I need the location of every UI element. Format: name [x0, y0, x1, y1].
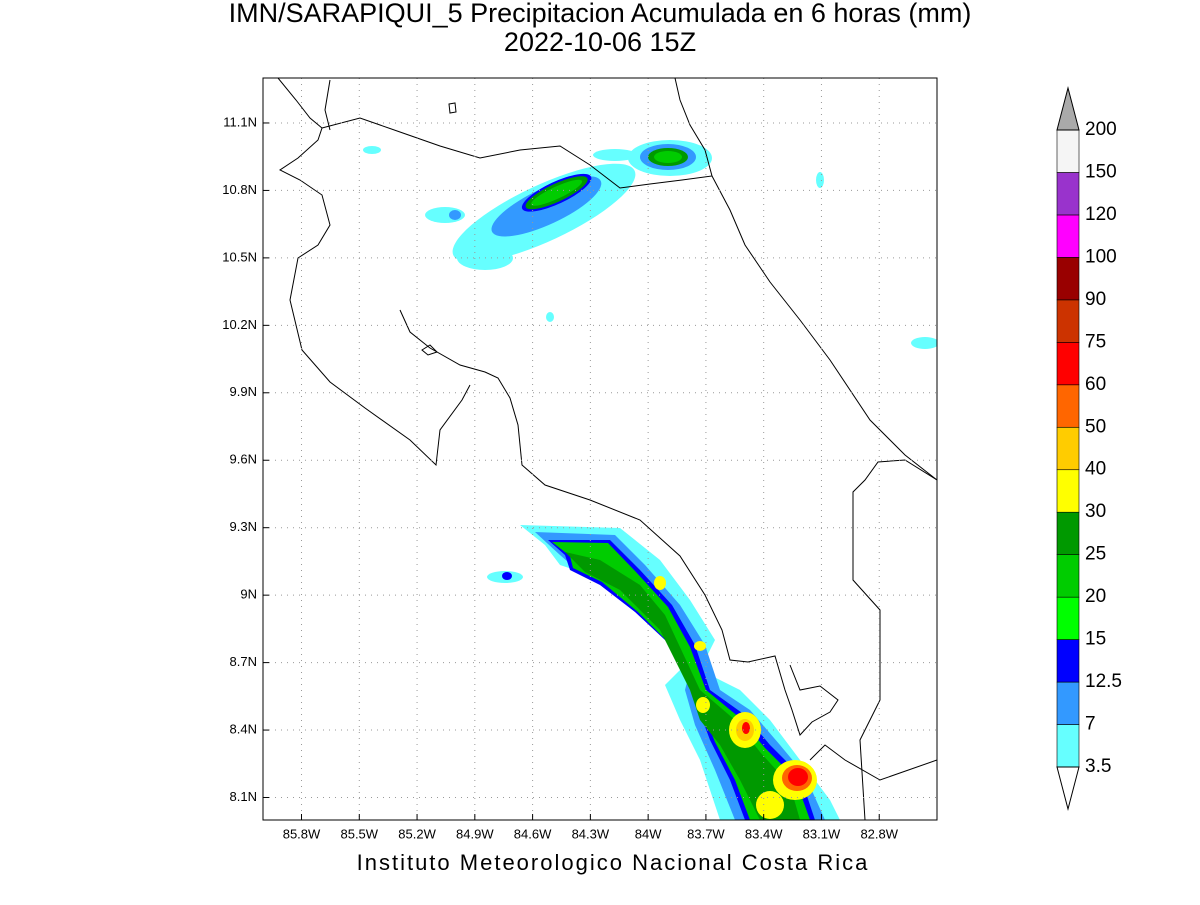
colorbar-label: 90	[1085, 289, 1106, 310]
y-tick-label: 9N	[240, 587, 257, 602]
y-tick-label: 9.6N	[230, 452, 257, 467]
colorbar-box	[1056, 639, 1080, 683]
x-tick-label: 82.8W	[860, 826, 898, 841]
colorbar-box	[1056, 426, 1080, 471]
colorbar-label: 25	[1085, 544, 1106, 565]
y-tick-label: 10.8N	[222, 182, 257, 197]
y-tick-label: 10.5N	[222, 249, 257, 264]
colorbar-label: 15	[1085, 629, 1106, 650]
x-tick-label: 84W	[635, 826, 662, 841]
colorbar-box	[1056, 342, 1080, 386]
colorbar-label: 20	[1085, 586, 1106, 607]
colorbar-under	[1056, 766, 1080, 811]
colorbar-label: 150	[1085, 161, 1117, 182]
colorbar-label: 50	[1085, 416, 1106, 437]
y-tick-label: 8.7N	[230, 654, 257, 669]
colorbar-box	[1056, 214, 1080, 258]
colorbar-box	[1056, 384, 1080, 428]
colorbar-box	[1056, 681, 1080, 725]
x-tick-label: 83.4W	[745, 826, 783, 841]
x-tick-label: 85.2W	[398, 826, 436, 841]
colorbar-label: 60	[1085, 374, 1106, 395]
colorbar-box	[1056, 469, 1080, 513]
colorbar-label: 3.5	[1085, 756, 1111, 777]
x-tick-label: 85.5W	[340, 826, 378, 841]
map-area	[263, 78, 937, 820]
colorbar-label: 30	[1085, 501, 1106, 522]
colorbar-box	[1056, 554, 1080, 598]
colorbar-label: 100	[1085, 246, 1117, 267]
map-frame	[262, 77, 938, 821]
colorbar-label: 120	[1085, 204, 1117, 225]
y-tick-label: 8.4N	[230, 721, 257, 736]
colorbar-box	[1056, 724, 1080, 768]
x-tick-label: 84.6W	[514, 826, 552, 841]
y-tick-label: 9.3N	[230, 519, 257, 534]
colorbar-label: 7	[1085, 714, 1096, 735]
colorbar-label: 75	[1085, 331, 1106, 352]
y-tick-label: 10.2N	[222, 317, 257, 332]
colorbar-box	[1056, 596, 1080, 640]
title: IMN/SARAPIQUI_5 Precipitacion Acumulada …	[229, 0, 972, 28]
colorbar-box	[1056, 257, 1080, 301]
colorbar-over	[1056, 86, 1080, 131]
x-tick-label: 84.9W	[456, 826, 494, 841]
colorbar-box	[1056, 172, 1080, 216]
colorbar-label: 200	[1085, 119, 1117, 140]
precipitation-field	[363, 140, 937, 820]
y-tick-label: 8.1N	[230, 789, 257, 804]
colorbar-box	[1056, 299, 1080, 343]
colorbar-box	[1056, 511, 1080, 555]
colorbar-box	[1056, 129, 1080, 173]
y-tick-label: 11.1N	[223, 114, 257, 129]
colorbar-label: 12.5	[1085, 671, 1122, 692]
footer: Instituto Meteorologico Nacional Costa R…	[357, 850, 870, 875]
subtitle: 2022-10-06 15Z	[504, 27, 696, 57]
y-tick-label: 9.9N	[230, 384, 257, 399]
colorbar-label: 40	[1085, 459, 1106, 480]
x-tick-label: 83.1W	[803, 826, 841, 841]
x-tick-label: 84.3W	[572, 826, 610, 841]
x-tick-label: 85.8W	[283, 826, 321, 841]
x-tick-label: 83.7W	[687, 826, 725, 841]
coastlines	[277, 78, 937, 820]
